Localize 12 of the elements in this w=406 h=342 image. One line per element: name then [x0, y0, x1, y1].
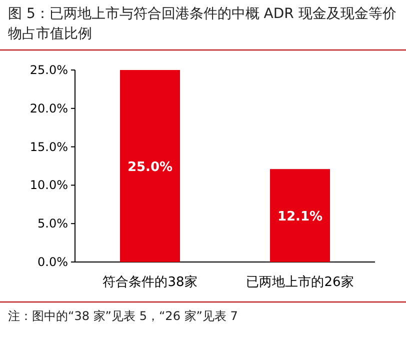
x-tick-label: 符合条件的38家: [102, 274, 198, 290]
y-tick-label: 10.0%: [30, 178, 68, 192]
y-tick-label: 5.0%: [38, 216, 68, 231]
text: 注：图中的“38 家”见表 5，“26 家”见表 7: [8, 308, 239, 324]
chart-title: 图 5：已两地上市与符合回港条件的中概 ADR 现金及现金等价物占市值比例: [8, 5, 398, 44]
x-tick-label: 已两地上市的26家: [246, 274, 354, 290]
data-label: 25.0%: [127, 160, 173, 175]
data-label: 12.1%: [277, 210, 323, 225]
y-tick-label: 20.0%: [30, 101, 68, 116]
y-tick-label: 15.0%: [30, 140, 68, 154]
y-tick-label: 0.0%: [38, 255, 68, 269]
y-tick-label: 25.0%: [30, 63, 68, 77]
